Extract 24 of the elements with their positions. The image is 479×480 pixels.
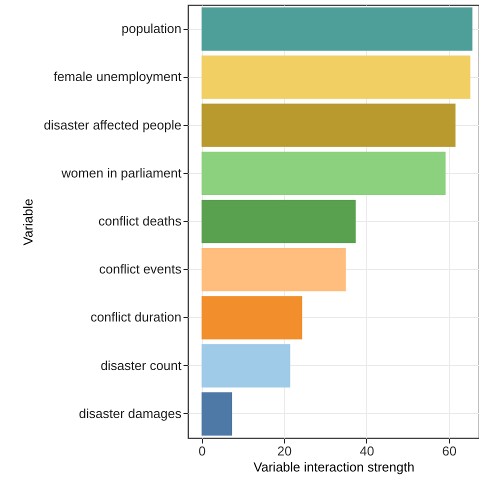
- bar: [202, 104, 456, 147]
- x-tick-label: 60: [442, 444, 457, 458]
- y-tick-label: female unemployment: [54, 69, 182, 84]
- x-tick-label: 20: [277, 444, 292, 458]
- bar: [202, 152, 446, 196]
- x-tick-label: 0: [198, 444, 206, 458]
- y-tick-label: disaster count: [100, 358, 182, 373]
- bar: [202, 56, 470, 99]
- y-tick-label: population: [122, 21, 182, 36]
- bar: [202, 248, 346, 292]
- bar: [202, 392, 232, 436]
- x-tick-label: 40: [360, 444, 374, 458]
- y-tick-label: women in parliament: [60, 165, 182, 180]
- y-tick-label: disaster affected people: [44, 117, 182, 132]
- y-axis-title: Variable: [20, 198, 36, 246]
- bar: [202, 344, 290, 388]
- y-tick-label: conflict events: [99, 262, 182, 277]
- bar: [202, 296, 302, 340]
- bar: [202, 200, 356, 244]
- y-tick-label: conflict deaths: [98, 214, 182, 228]
- y-tick-label: disaster damages: [78, 406, 182, 421]
- bar: [202, 7, 472, 51]
- y-tick-label: conflict duration: [90, 310, 182, 325]
- x-axis-title: Variable interaction strength: [254, 460, 414, 474]
